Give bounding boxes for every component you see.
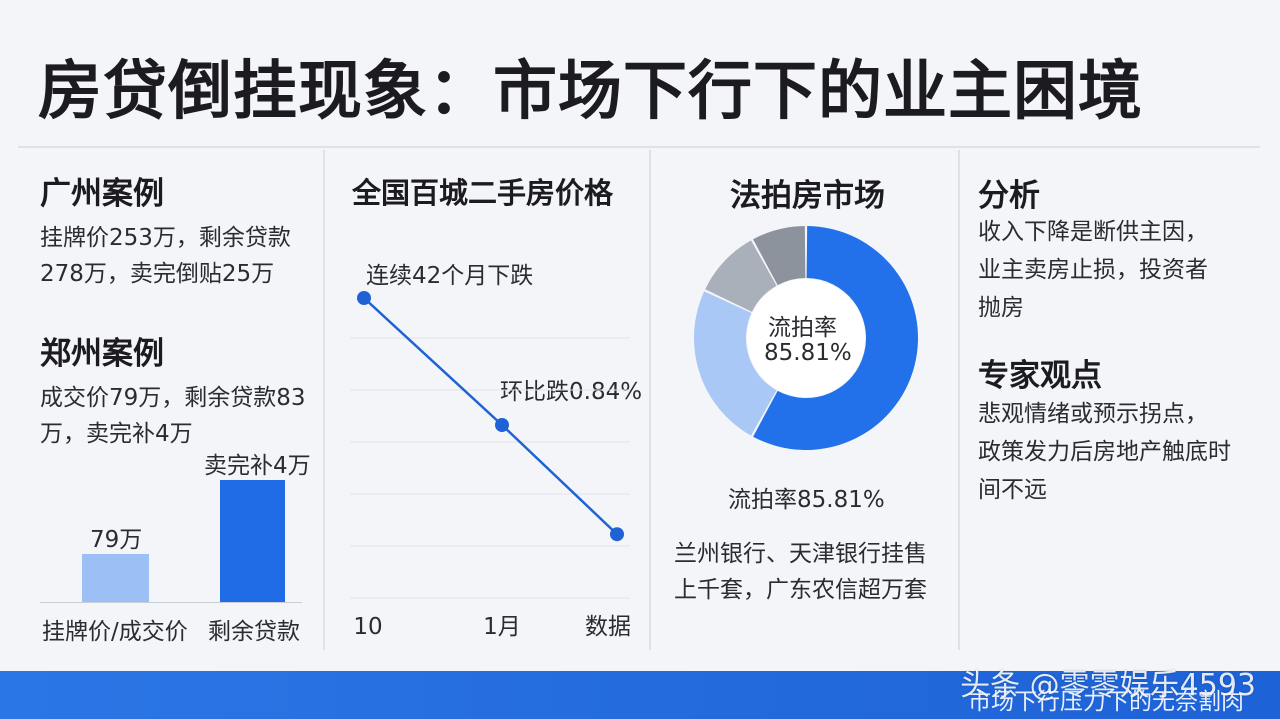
bar-remaining-loan [220,480,285,602]
guangzhou-text-line2: 278万，卖完倒贴25万 [40,261,275,287]
page-title: 房贷倒挂现象：市场下行下的业主困境 [38,55,1143,129]
price-point-1 [357,291,371,305]
x-tick-label: 10 [353,614,382,640]
x-tick-label: 1月 [483,614,521,640]
price-point-3 [610,527,624,542]
bar-listing-price [82,554,149,602]
expert-line1: 悲观情绪或预示拐点， [978,401,1208,427]
x-tick-label: 数据 [585,614,631,640]
price-line-chart: 10 1月 数据 [350,291,631,640]
donut-slice-3 [705,240,777,312]
bar-axis-line [40,602,302,603]
donut-slice-2 [694,291,777,436]
donut-hole [747,279,865,397]
analysis-line2: 业主卖房止损，投资者 [978,257,1208,283]
guangzhou-heading: 广州案例 [40,176,164,212]
auction-heading: 法拍房市场 [730,178,885,214]
bar-data-label-1: 79万 [90,527,143,553]
price-point-2 [495,418,509,432]
auction-rate-caption: 流拍率85.81% [728,487,885,513]
expert-heading: 专家观点 [978,358,1102,394]
price-series-line [363,297,618,536]
auction-donut-chart [694,226,918,450]
column-divider-1 [323,150,325,650]
expert-line3: 间不远 [978,477,1047,503]
bar-category-label-1: 挂牌价/成交价 [42,619,188,645]
zhengzhou-heading: 郑州案例 [40,336,164,372]
donut-center-value: 85.81% [764,340,852,366]
donut-center-label: 流拍率 [768,315,837,341]
column-divider-2 [649,150,651,650]
column-divider-3 [958,150,960,650]
line-annotation-top: 连续42个月下跌 [366,263,534,289]
analysis-line1: 收入下降是断供主因， [978,219,1208,245]
bar-category-label-2: 剩余贷款 [208,619,300,645]
expert-line2: 政策发力后房地产触底时 [978,439,1231,465]
price-chart-heading: 全国百城二手房价格 [352,176,614,210]
auction-note-line1: 兰州银行、天津银行挂售 [674,541,927,567]
footer-band [0,671,1280,719]
title-divider [18,146,1260,148]
donut-slice-4 [753,226,806,286]
donut-slice-1 [753,226,918,450]
analysis-line3: 抛房 [978,295,1024,321]
auction-note-line2: 上千套，广东农信超万套 [674,577,927,603]
footer-caption: 市场下行压力下的无奈割肉 [968,689,1244,715]
analysis-heading: 分析 [978,178,1040,214]
zhengzhou-text-line1: 成交价79万，剩余贷款83 [40,385,306,411]
watermark: 头条 @零零娱乐4593 [960,668,1256,703]
zhengzhou-text-line2: 万，卖完补4万 [40,421,193,447]
guangzhou-text-line1: 挂牌价253万，剩余贷款 [40,225,291,251]
bar-data-label-2: 卖完补4万 [204,453,311,479]
line-annotation-mid: 环比跌0.84% [500,379,643,405]
